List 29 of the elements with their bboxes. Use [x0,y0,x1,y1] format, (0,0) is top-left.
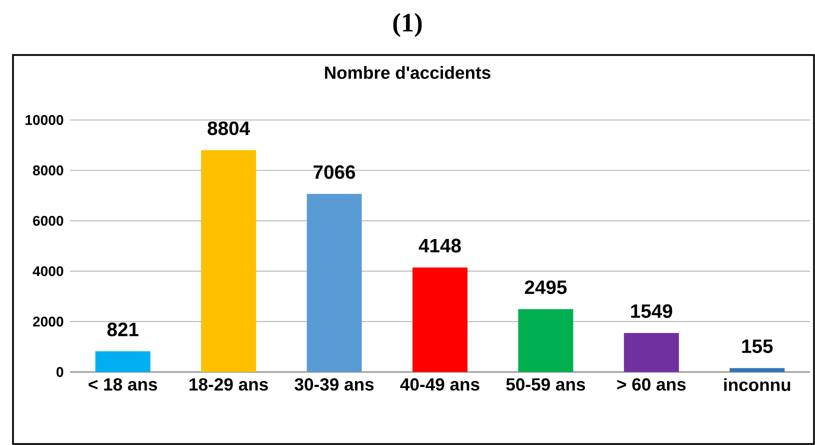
y-tick-label: 6000 [33,216,64,226]
x-tick-label: > 60 ans [617,378,686,391]
bar [730,368,785,372]
data-label: 155 [742,340,773,354]
data-label: 4148 [418,238,461,252]
bar [412,267,468,372]
bar [95,351,150,372]
chart-subtitle: Nombre d'accidents [325,66,490,79]
bar [518,309,574,372]
x-tick-label: 30-39 ans [294,378,374,391]
x-tick-label: 18-29 ans [190,378,268,391]
bar [201,150,256,372]
bar [306,194,362,372]
data-label: 8804 [208,121,250,136]
data-label: 821 [107,322,138,336]
y-tick-label: 8000 [32,165,64,176]
x-tick-label: 40-49 ans [400,378,480,391]
bar [624,332,679,372]
data-label: 7066 [314,165,356,179]
x-tick-label: 50-59 ans [506,378,586,391]
x-tick-label: < 18 ans [88,378,158,391]
data-label: 1549 [631,304,672,318]
x-tick-label: inconnu [724,378,790,392]
y-tick-label: 2000 [33,316,64,327]
y-tick-label: 10000 [26,115,64,125]
chart-title: (1) [393,13,422,37]
data-label: 2495 [524,280,567,294]
y-tick-label: 0 [56,367,64,377]
y-tick-label: 4000 [32,266,64,276]
